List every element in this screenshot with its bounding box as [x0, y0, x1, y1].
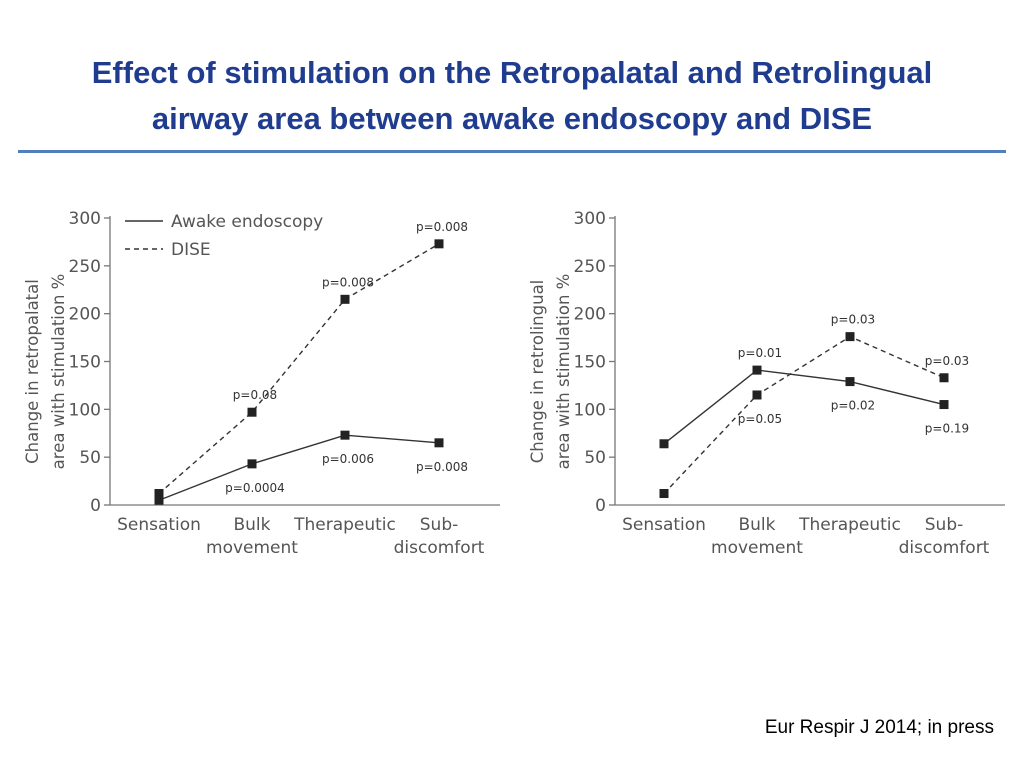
y-tick-label: 100	[69, 400, 101, 420]
y-tick-label: 250	[574, 257, 606, 277]
data-point	[434, 438, 444, 448]
p-value-label: p=0.01	[738, 346, 782, 360]
p-value-label: p=0.006	[322, 452, 374, 466]
data-point	[752, 365, 762, 375]
title-line-2: airway area between awake endoscopy and …	[151, 101, 873, 136]
x-tick-label: discomfort	[899, 538, 990, 558]
y-tick-label: 200	[574, 305, 606, 325]
data-point	[752, 390, 762, 400]
p-value-label: p=0.008	[416, 220, 468, 234]
y-axis-title-line: Change in retropalatal	[23, 279, 42, 464]
p-value-label: p=0.19	[925, 422, 969, 436]
x-tick-label: Sub-	[420, 515, 459, 535]
data-point	[340, 294, 350, 304]
y-tick-label: 50	[79, 448, 101, 468]
data-point	[845, 332, 855, 342]
series-line	[663, 369, 945, 445]
citation: Eur Respir J 2014; in press	[764, 717, 994, 738]
y-axis-title-line: area with stimulation %	[49, 274, 68, 470]
p-value-label: p=0.03	[925, 354, 969, 368]
title-line-1: Effect of stimulation on the Retropalata…	[91, 55, 933, 90]
data-point	[659, 439, 669, 449]
y-axis-title: Change in retropalatal area with stimulat…	[23, 274, 68, 470]
y-tick-label: 150	[69, 353, 101, 373]
x-tick-label: Sensation	[117, 515, 201, 535]
p-value-label: p=0.05	[738, 412, 782, 426]
p-value-label: p=0.03	[831, 313, 875, 327]
p-value-label: p=0.02	[831, 399, 875, 413]
y-axis-title: Change in retrolingual area with stimulat…	[528, 274, 573, 470]
x-tick-label: Sub-	[925, 515, 964, 535]
x-tick-label: Sensation	[622, 515, 706, 535]
p-value-label: p=0.0004	[225, 481, 285, 495]
y-tick-label: 250	[69, 257, 101, 277]
data-point	[247, 407, 257, 417]
y-tick-label: 0	[595, 496, 606, 516]
data-point	[939, 373, 949, 383]
x-tick-label: movement	[206, 538, 298, 558]
data-point	[434, 239, 444, 249]
x-tick-label: Bulk	[233, 515, 270, 535]
series-line	[158, 243, 440, 495]
y-tick-label: 150	[574, 353, 606, 373]
y-tick-label: 50	[584, 448, 606, 468]
data-point	[659, 489, 669, 499]
y-tick-label: 0	[90, 496, 101, 516]
x-tick-label: Therapeutic	[293, 515, 396, 535]
title-divider	[18, 150, 1006, 153]
slide-title: Effect of stimulation on the Retropalata…	[0, 50, 1024, 142]
p-value-label: p=0.008	[322, 275, 374, 289]
y-axis-title-line: area with stimulation %	[554, 274, 573, 470]
retrolingual-chart: 0 50 100 150 200 250 300 Change in retrolingual…	[528, 209, 1005, 558]
y-axis-title-line: Change in retrolingual	[528, 280, 547, 464]
legend-label: DISE	[171, 240, 211, 260]
retropalatal-chart: 0 50 100 150 200 250 300 Change in retropalatal…	[23, 209, 500, 558]
x-tick-label: Therapeutic	[798, 515, 901, 535]
data-point	[939, 400, 949, 410]
data-point	[154, 489, 164, 499]
data-point	[154, 495, 164, 505]
series-line	[158, 434, 440, 501]
y-tick-label: 100	[574, 400, 606, 420]
x-tick-label: movement	[711, 538, 803, 558]
data-point	[340, 430, 350, 440]
y-tick-label: 300	[69, 209, 101, 229]
legend-label: Awake endoscopy	[171, 212, 323, 232]
data-point	[845, 377, 855, 387]
y-tick-label: 300	[574, 209, 606, 229]
x-tick-label: Bulk	[738, 515, 775, 535]
series-line	[663, 335, 945, 495]
p-value-label: p=0.08	[233, 388, 277, 402]
y-tick-label: 200	[69, 305, 101, 325]
x-tick-label: discomfort	[394, 538, 485, 558]
p-value-label: p=0.008	[416, 460, 468, 474]
data-point	[247, 459, 257, 469]
